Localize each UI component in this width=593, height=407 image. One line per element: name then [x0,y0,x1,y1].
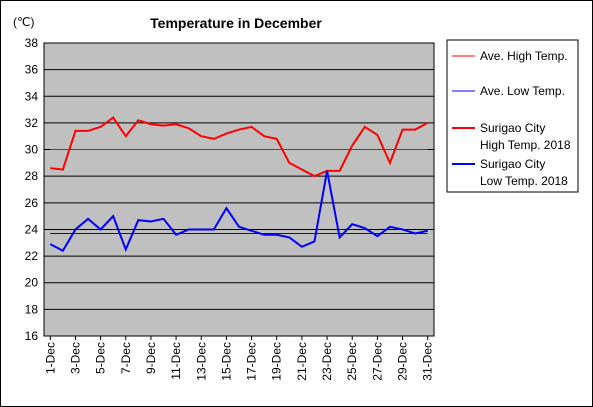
series-line-4 [49,170,428,253]
y-tick-label: 20 [25,276,39,290]
x-tick-label: 7-Dec [119,342,133,374]
x-tick-label: 31-Dec [421,342,435,381]
x-tick-label: 27-Dec [370,342,384,381]
plot-area: 16 18 20 22 24 26 28 30 32 34 36 38 1-Dec 3-Dec 5-Dec 7… [25,36,435,381]
y-tick-label: 22 [25,249,39,263]
chart-title: Temperature in December [150,15,322,31]
legend: Ave. High Temp. Ave. Low Temp. Surigao Cit… [446,39,579,193]
x-tick-label: 23-Dec [320,342,334,381]
legend-label: Surigao City [480,121,545,135]
legend-label: Ave. Low Temp. [480,84,565,98]
x-tick-label: 21-Dec [295,342,309,381]
legend-label: Surigao City [480,157,545,171]
y-axis-unit: (℃) [13,15,34,29]
x-tick-label: 1-Dec [43,342,57,374]
legend-label: High Temp. 2018 [480,138,571,152]
y-tick-label: 30 [25,143,39,157]
y-tick-label: 16 [25,329,39,343]
x-tick-label: 15-Dec [219,342,233,381]
y-tick-label: 28 [25,169,39,183]
x-tick-label: 19-Dec [270,342,284,381]
x-tick-label: 25-Dec [345,342,359,381]
x-tick-label: 11-Dec [169,342,183,380]
y-tick-label: 18 [25,302,39,316]
x-tick-label: 5-Dec [94,342,108,374]
y-tick-label: 38 [25,36,39,50]
y-tick-label: 36 [25,63,39,77]
x-tick-label: 13-Dec [194,342,208,381]
series-line-3 [50,116,429,178]
legend-label: Low Temp. 2018 [480,174,568,188]
x-tick-label: 3-Dec [68,342,82,374]
y-tick-label: 32 [25,116,39,130]
legend-label: Ave. High Temp. [480,49,568,63]
x-tick-label: 9-Dec [144,342,158,374]
y-tick-label: 26 [25,196,39,210]
y-tick-label: 24 [25,222,39,236]
legend-box [446,39,579,193]
x-tick-label: 17-Dec [245,342,259,381]
y-tick-label: 34 [25,89,39,103]
x-tick-label: 29-Dec [396,342,410,381]
plot-background [43,42,435,337]
